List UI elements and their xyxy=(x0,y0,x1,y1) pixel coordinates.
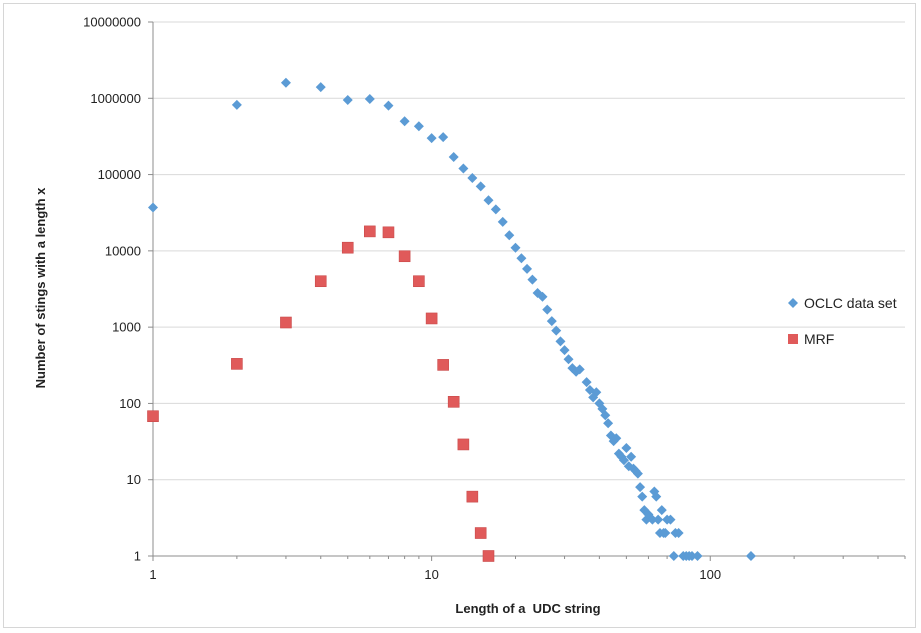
data-point xyxy=(686,551,697,561)
x-tick-labels: 1 10 100 xyxy=(149,567,721,582)
data-point xyxy=(383,100,394,111)
data-point xyxy=(148,202,158,213)
data-point xyxy=(425,312,438,325)
data-point xyxy=(398,250,411,263)
data-point xyxy=(475,181,486,192)
data-point xyxy=(555,336,566,347)
data-point xyxy=(527,274,538,285)
y-tick-labels: 1 10 100 1000 10000 100000 1000000 10000000 xyxy=(83,15,141,564)
y-tick-label: 10000 xyxy=(105,243,141,258)
data-point xyxy=(632,468,643,479)
data-point xyxy=(490,204,501,215)
legend-marker xyxy=(788,334,798,344)
data-point xyxy=(522,263,533,274)
data-point xyxy=(626,451,637,462)
chart-frame xyxy=(3,3,916,628)
data-point xyxy=(637,491,648,502)
data-point xyxy=(668,551,679,561)
y-tick-label: 1000000 xyxy=(90,91,141,106)
data-point xyxy=(483,195,494,206)
data-point xyxy=(665,514,676,525)
data-point xyxy=(621,443,632,454)
data-point xyxy=(600,410,611,421)
data-point xyxy=(413,275,425,288)
data-point xyxy=(382,226,395,239)
data-point xyxy=(546,316,557,327)
data-point xyxy=(745,551,756,561)
data-point xyxy=(537,291,548,302)
data-point xyxy=(656,505,667,516)
data-point xyxy=(147,410,159,423)
data-points xyxy=(147,77,756,562)
axes xyxy=(148,21,906,561)
x-tick-label: 1 xyxy=(149,567,156,582)
series-mrf xyxy=(147,225,495,562)
data-point xyxy=(635,482,646,493)
data-point xyxy=(448,151,459,162)
data-point xyxy=(467,173,478,184)
series-oclc-data-set xyxy=(148,77,756,561)
data-point xyxy=(438,132,449,143)
data-point xyxy=(603,418,614,429)
data-point xyxy=(653,514,664,525)
data-point xyxy=(315,82,326,93)
data-point xyxy=(574,364,585,375)
data-point xyxy=(466,490,479,503)
data-point xyxy=(341,241,354,254)
y-tick-label: 1 xyxy=(134,549,141,564)
x-tick-label: 10 xyxy=(424,567,438,582)
data-point xyxy=(660,528,671,539)
data-point xyxy=(458,163,469,174)
legend-label: MRF xyxy=(804,331,834,347)
data-point xyxy=(457,438,470,451)
data-point xyxy=(314,275,327,288)
data-point xyxy=(611,433,622,444)
data-point xyxy=(280,316,292,329)
data-point xyxy=(651,491,662,502)
gridlines xyxy=(153,21,905,481)
y-tick-label: 1000 xyxy=(112,320,141,335)
data-point xyxy=(591,387,602,398)
data-point xyxy=(516,253,527,264)
data-point xyxy=(426,133,437,144)
data-point xyxy=(692,551,703,561)
data-point xyxy=(551,325,562,336)
data-point xyxy=(510,242,521,253)
data-point xyxy=(559,345,570,356)
y-tick-label: 100 xyxy=(119,396,141,411)
data-point xyxy=(474,527,487,539)
data-point xyxy=(447,396,460,408)
data-point xyxy=(280,77,291,88)
data-point xyxy=(563,354,574,365)
y-tick-label: 10 xyxy=(127,472,141,487)
data-point xyxy=(231,99,242,110)
x-tick-label: 100 xyxy=(699,567,721,582)
legend-label: OCLC data set xyxy=(804,295,897,311)
data-point xyxy=(399,116,410,127)
data-point xyxy=(437,359,449,371)
y-tick-label: 10000000 xyxy=(83,15,141,30)
data-point xyxy=(618,455,629,466)
data-point xyxy=(231,358,243,370)
data-point xyxy=(342,94,353,105)
data-point xyxy=(647,514,658,525)
data-point xyxy=(542,304,553,315)
data-point xyxy=(673,528,684,539)
data-point xyxy=(497,216,508,227)
data-point xyxy=(413,121,424,132)
y-axis-title: Number of stings with a length x xyxy=(33,187,48,389)
legend: OCLC data set MRF xyxy=(788,295,897,347)
legend-marker xyxy=(788,298,798,308)
x-axis-title: Length of a UDC string xyxy=(455,601,600,616)
data-point xyxy=(364,93,375,104)
data-point xyxy=(364,225,376,238)
y-tick-label: 100000 xyxy=(98,167,141,182)
data-point xyxy=(504,230,515,241)
data-point xyxy=(581,377,592,388)
data-point xyxy=(482,550,495,562)
